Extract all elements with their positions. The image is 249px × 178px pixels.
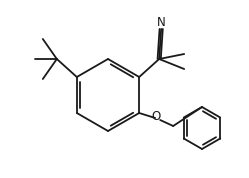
Text: O: O [152, 111, 161, 124]
Text: N: N [157, 15, 166, 28]
